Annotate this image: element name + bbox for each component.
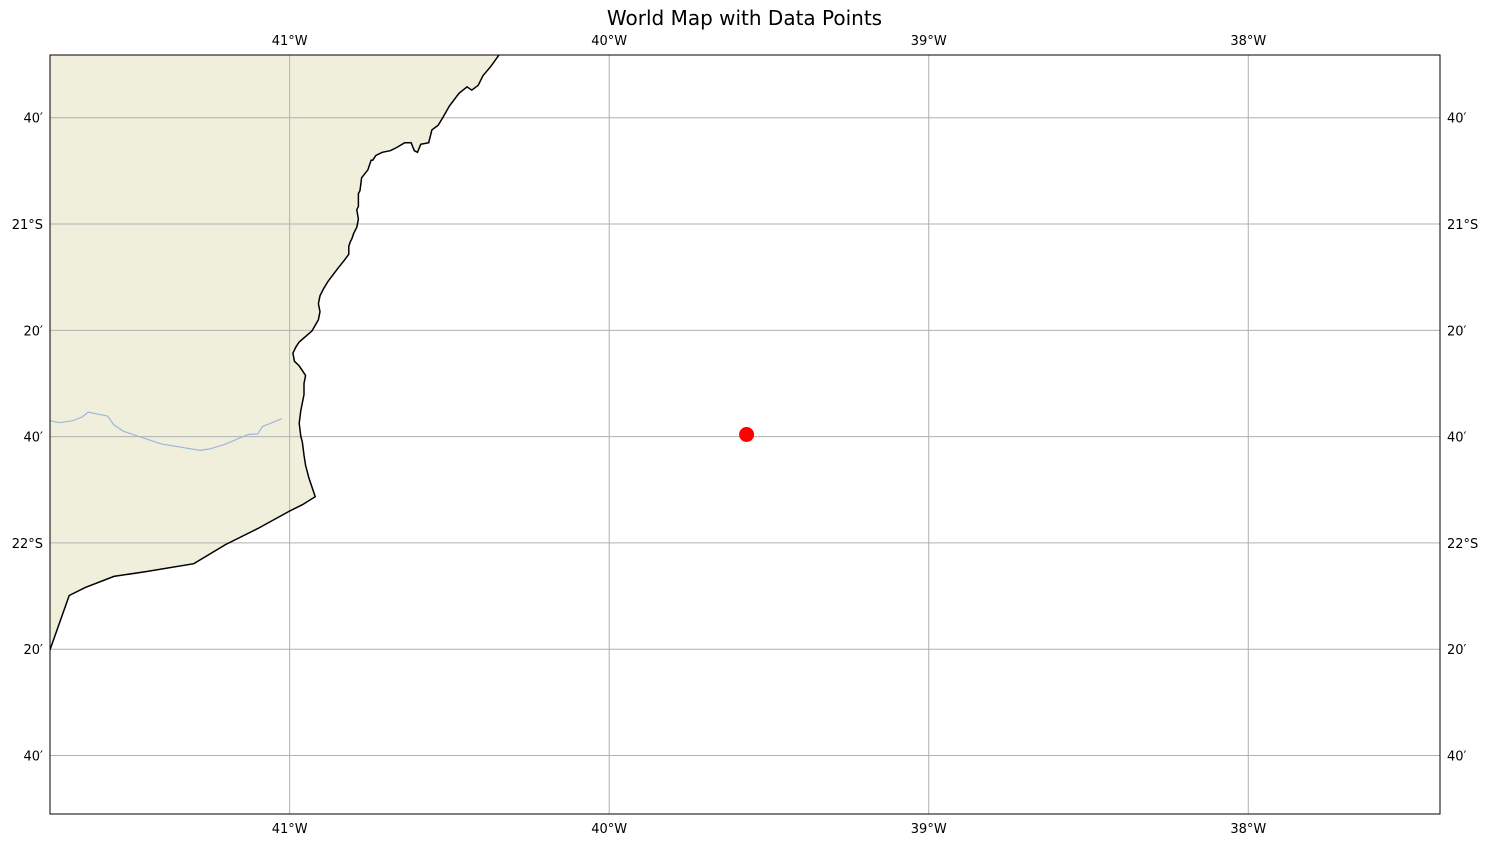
lat-tick-label-right: 40′ — [1447, 112, 1467, 127]
data-points — [739, 427, 755, 442]
lat-tick-label-left: 20′ — [24, 643, 44, 658]
river-line — [50, 411, 282, 452]
data-point-marker — [739, 427, 755, 442]
lat-tick-label-left: 40′ — [24, 431, 44, 446]
lat-tick-label-left: 40′ — [24, 112, 44, 127]
lat-tick-label-left: 22°S — [12, 537, 43, 552]
lat-tick-label-left: 40′ — [24, 750, 44, 765]
land-area — [50, 55, 499, 814]
lon-tick-label-top: 40°W — [591, 34, 627, 49]
lat-tick-label-right: 40′ — [1447, 750, 1467, 765]
lat-tick-label-left: 21°S — [12, 218, 43, 233]
lon-tick-label-top: 39°W — [911, 34, 947, 49]
lon-tick-label-bottom: 39°W — [911, 822, 947, 837]
lat-tick-label-right: 21°S — [1447, 218, 1478, 233]
lon-tick-label-bottom: 40°W — [591, 822, 627, 837]
gridlines — [50, 55, 1440, 814]
lat-tick-label-right: 20′ — [1447, 324, 1467, 339]
tick-labels: 41°W 41°W 40°W 40°W 39°W 39°W 38°W 38°W 40′ 40′ 21… — [12, 34, 1479, 837]
coastline — [50, 55, 500, 651]
lon-tick-label-top: 41°W — [272, 34, 308, 49]
lat-tick-label-left: 20′ — [24, 324, 44, 339]
lon-tick-label-top: 38°W — [1230, 34, 1266, 49]
map-frame — [49, 54, 1441, 815]
lat-tick-label-right: 40′ — [1447, 431, 1467, 446]
lat-tick-label-right: 20′ — [1447, 643, 1467, 658]
lat-tick-label-right: 22°S — [1447, 537, 1478, 552]
lon-tick-label-bottom: 41°W — [272, 822, 308, 837]
map-title: World Map with Data Points — [606, 6, 883, 30]
lon-tick-label-bottom: 38°W — [1230, 822, 1266, 837]
